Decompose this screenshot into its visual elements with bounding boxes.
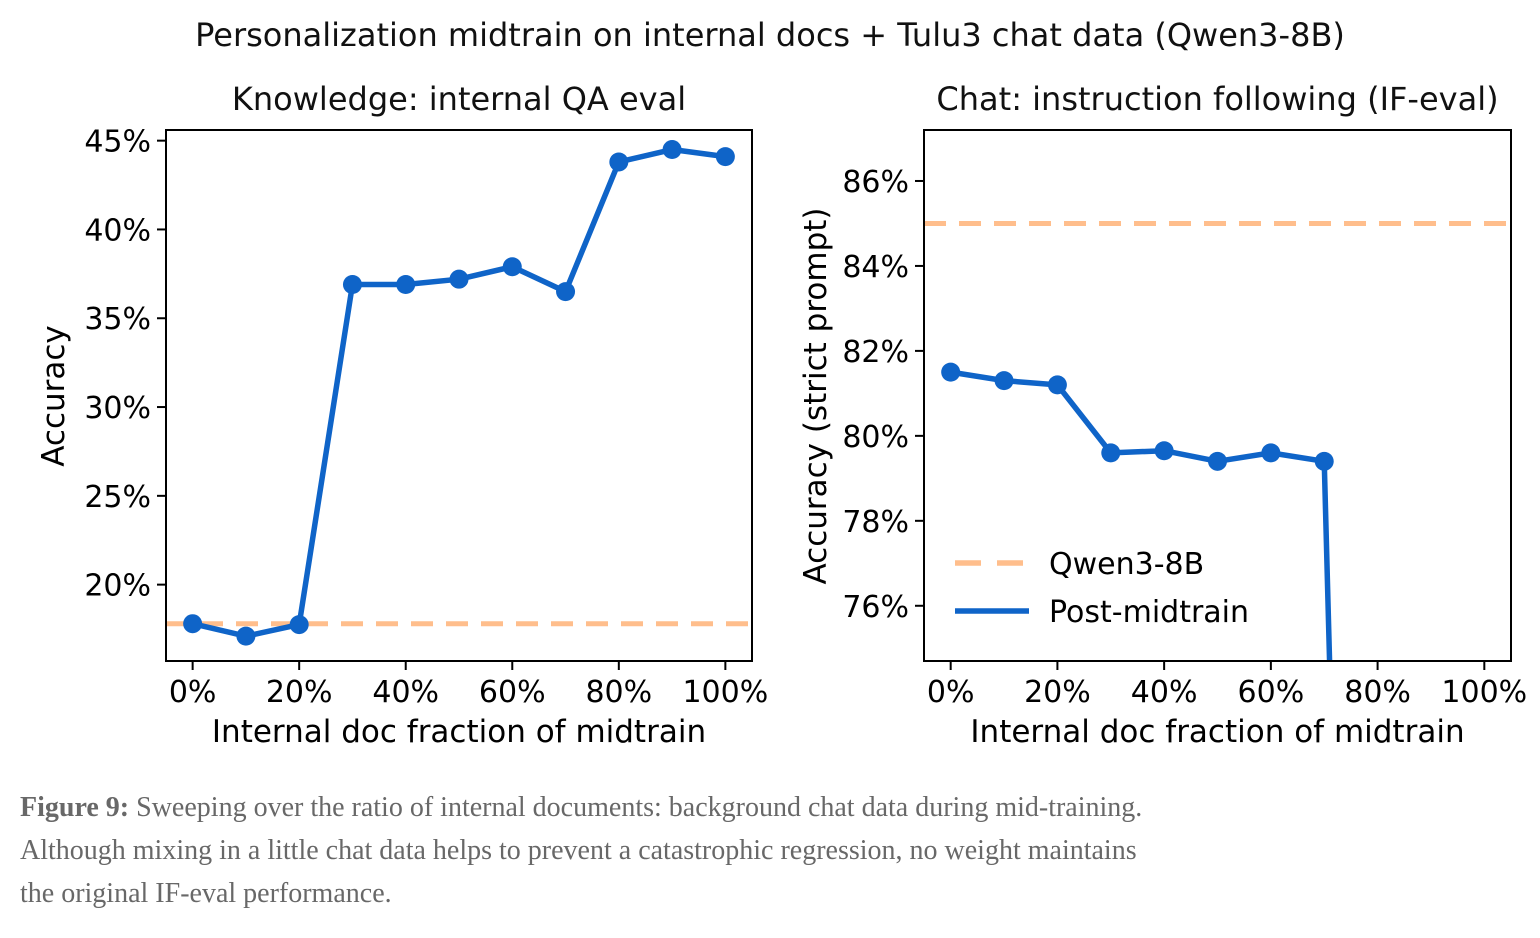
x-tick-label: 40%	[372, 675, 439, 710]
x-tick-label: 20%	[266, 675, 333, 710]
y-tick-label: 82%	[842, 335, 909, 370]
x-tick-label: 20%	[1024, 675, 1091, 710]
data-point-marker	[941, 362, 961, 382]
y-tick-label: 80%	[842, 420, 909, 455]
charts-canvas: 0% 20% 40% 60% 80% 100% 20% 25% 30% 35% 40% 45% 0% 20…	[84, 125, 1527, 710]
data-point-marker	[994, 371, 1014, 391]
data-point-marker	[715, 147, 735, 167]
caption-line-3: the original IF-eval performance.	[20, 878, 392, 909]
data-point-marker	[556, 282, 576, 302]
x-tick-label: 40%	[1131, 675, 1198, 710]
x-tick-label: 80%	[585, 675, 652, 710]
y-tick-label: 30%	[84, 391, 151, 426]
data-point-marker	[342, 275, 362, 295]
data-point-marker	[1154, 441, 1174, 461]
y-tick-label: 76%	[842, 590, 909, 625]
data-point-marker	[1261, 443, 1281, 463]
y-tick-label: 25%	[84, 480, 151, 515]
x-tick-label: 80%	[1344, 675, 1411, 710]
y-tick-label: 84%	[842, 250, 909, 285]
left-x-axis-label: Internal doc fraction of midtrain	[211, 714, 707, 750]
left-chart-title: Knowledge: internal QA eval	[231, 80, 687, 118]
y-tick-label: 86%	[842, 165, 909, 200]
caption-label: Figure 9:	[20, 792, 130, 823]
y-tick-label: 40%	[84, 213, 151, 248]
data-point-marker	[1208, 451, 1227, 471]
x-tick-label: 100%	[682, 675, 768, 710]
plot-area	[923, 129, 1512, 662]
data-point-marker	[236, 626, 256, 646]
data-point-marker	[609, 152, 629, 172]
legend-label: Qwen3-8B	[1049, 547, 1204, 582]
data-point-marker	[662, 140, 682, 160]
figure-caption: Figure 9: Sweeping over the ratio of int…	[20, 786, 1528, 915]
data-point-marker	[289, 615, 309, 635]
plot-area	[165, 129, 753, 662]
data-point-marker	[502, 257, 522, 277]
y-tick-label: 20%	[84, 569, 151, 604]
legend-label: Post-midtrain	[1049, 595, 1249, 630]
caption-line-1: Figure 9: Sweeping over the ratio of int…	[20, 786, 1528, 829]
right-chart-title: Chat: instruction following (IF-eval)	[936, 80, 1499, 118]
data-point-marker	[1047, 375, 1067, 395]
data-point-marker	[183, 614, 203, 634]
figure-title: Personalization midtrain on internal doc…	[195, 16, 1345, 54]
y-tick-label: 35%	[84, 302, 151, 337]
x-tick-label: 0%	[169, 675, 217, 710]
data-point-marker	[449, 269, 469, 289]
data-point-marker	[1314, 451, 1334, 471]
x-tick-label: 60%	[479, 675, 546, 710]
x-tick-label: 60%	[1238, 675, 1305, 710]
right-x-axis-label: Internal doc fraction of midtrain	[970, 714, 1465, 750]
y-tick-label: 78%	[842, 505, 909, 540]
data-point-marker	[396, 275, 416, 295]
caption-line-2: Although mixing in a little chat data he…	[20, 835, 1137, 866]
data-point-marker	[1101, 443, 1121, 463]
post-midtrain-line	[192, 146, 726, 639]
caption-text-1: Sweeping over the ratio of internal docu…	[136, 792, 1143, 823]
y-tick-label: 45%	[84, 125, 151, 160]
x-tick-label: 0%	[927, 675, 975, 710]
post-midtrain-line	[950, 369, 1333, 661]
x-tick-label: 100%	[1441, 675, 1527, 710]
